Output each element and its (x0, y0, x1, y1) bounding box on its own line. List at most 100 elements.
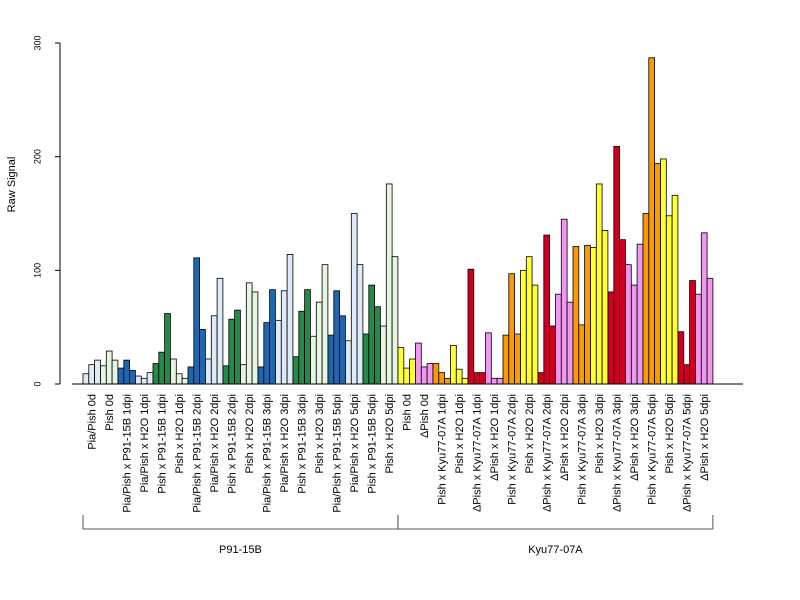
category-label: ΔPish x H2O 5dpi (699, 394, 711, 481)
group-label: P91-15B (219, 544, 262, 556)
bar (566, 301, 574, 385)
bar (181, 377, 189, 385)
bar (123, 359, 131, 385)
category-label: Pia/Pish x H2O 3dpi (279, 394, 291, 492)
bar (111, 359, 119, 385)
category-label: Pish x H2O 3dpi (314, 394, 326, 473)
bar (245, 282, 253, 385)
bar (170, 358, 177, 385)
category-label: Pia/Pish 0d (87, 394, 99, 450)
bar (479, 372, 486, 385)
bar (619, 239, 626, 385)
bar (531, 284, 539, 385)
bar (385, 183, 393, 385)
bar (537, 372, 545, 385)
bar (660, 158, 667, 385)
category-label: Pish x H2O 2dpi (244, 394, 256, 473)
bar (164, 313, 171, 385)
category-label: Pish x Kyu77-07A 2dpi (507, 394, 519, 505)
bars (82, 57, 714, 385)
bar (315, 301, 323, 385)
y-axis-title: Raw Signal (6, 157, 18, 213)
category-label: ΔPish x H2O 3dpi (629, 394, 641, 481)
bar (193, 257, 201, 385)
bar (683, 364, 690, 385)
bar (158, 351, 166, 385)
bar (525, 256, 533, 385)
category-label: ΔPish x Kyu77-07A 1dpi (472, 394, 484, 512)
bar (426, 363, 434, 385)
bar (257, 366, 265, 385)
category-labels: Pia/Pish 0d Pish 0d Pia/Pish x P91-15B 1dp… (87, 394, 712, 513)
y-axis: 0 100 200 300 (32, 35, 61, 387)
bar (677, 331, 685, 385)
bar (560, 218, 568, 385)
bar (432, 363, 440, 385)
bar (280, 290, 288, 385)
bar (234, 309, 241, 385)
category-label: Pish x H2O 1dpi (454, 394, 466, 473)
bar (613, 146, 620, 385)
category-label: Pish x Kyu77-07A 3dpi (577, 394, 589, 505)
bar (368, 284, 375, 385)
bar (502, 334, 510, 385)
bar (117, 367, 125, 385)
bar (210, 315, 218, 385)
bar (689, 280, 696, 385)
bar (630, 284, 638, 385)
category-label: Pia/Pish x P91-15B 1dpi (122, 394, 134, 513)
bar (129, 369, 136, 385)
category-label: Pia/Pish x P91-15B 2dpi (192, 394, 204, 513)
category-label: Pish x Kyu77-07A 5dpi (647, 394, 659, 505)
bar (438, 372, 445, 385)
bar (304, 289, 311, 385)
bar (420, 366, 428, 385)
category-label: Pish x Kyu77-07A 1dpi (437, 394, 449, 505)
category-label: Pish x P91-15B 3dpi (297, 394, 309, 494)
bar (473, 372, 480, 385)
bar (397, 347, 405, 385)
category-label: Pish x P91-15B 1dpi (157, 394, 169, 494)
bar (82, 373, 90, 385)
bar (228, 318, 236, 385)
bar (333, 290, 340, 385)
bar (135, 375, 142, 385)
category-label: Pish x H2O 5dpi (664, 394, 676, 473)
bar (409, 358, 416, 385)
bar (665, 215, 673, 385)
bar (345, 340, 352, 385)
bar (374, 306, 381, 385)
bar (94, 359, 101, 385)
category-label: Pish x H2O 2dpi (524, 394, 536, 473)
bar (455, 368, 463, 385)
group-brackets: P91-15B Kyu77-07A (82, 515, 714, 556)
bar (636, 243, 644, 385)
category-label: Pia/Pish x H2O 2dpi (209, 394, 221, 492)
bar (584, 244, 591, 385)
bar (310, 335, 317, 385)
bar (496, 377, 504, 385)
category-label: ΔPish 0d (419, 394, 431, 438)
y-tick-label: 300 (32, 35, 42, 50)
bar (292, 356, 300, 385)
bar (339, 315, 346, 385)
bar (327, 334, 335, 385)
bar (706, 277, 714, 385)
bar (543, 234, 550, 385)
bar (444, 377, 451, 385)
bar (380, 325, 387, 385)
category-label: ΔPish x Kyu77-07A 2dpi (542, 394, 554, 512)
bar (298, 310, 305, 385)
bar (216, 277, 224, 385)
bar (105, 350, 113, 385)
bar (625, 264, 632, 385)
category-label: Pia/Pish x H2O 1dpi (139, 394, 151, 492)
bar (222, 365, 230, 385)
category-label: ΔPish x Kyu77-07A 5dpi (682, 394, 694, 512)
bar (607, 291, 615, 385)
bar (199, 329, 206, 385)
bar (572, 246, 580, 385)
bar (251, 291, 259, 385)
category-label: Pish x H2O 3dpi (594, 394, 606, 473)
